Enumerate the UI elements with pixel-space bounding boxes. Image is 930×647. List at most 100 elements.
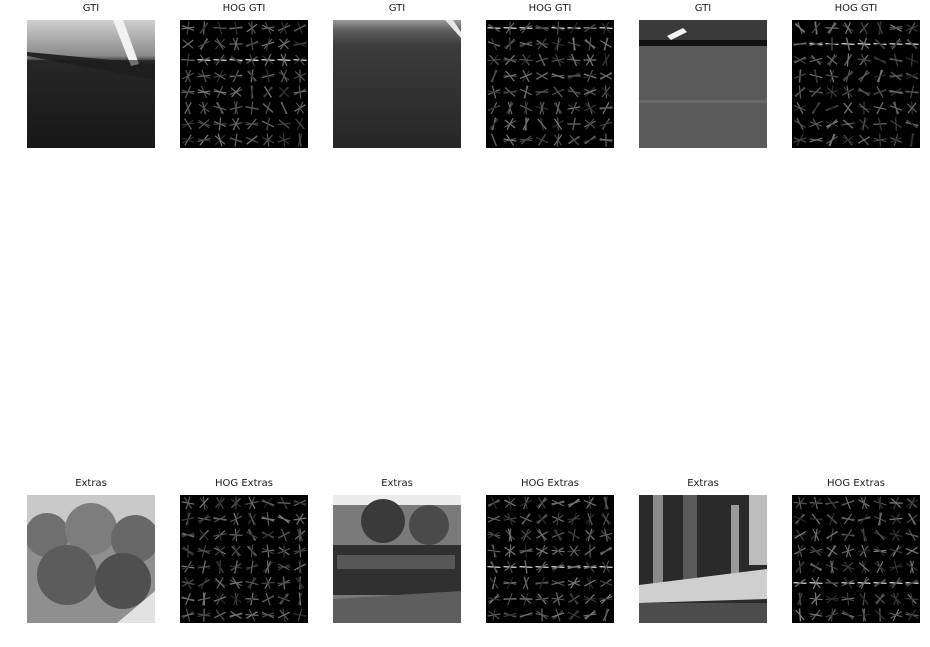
- hog-gradient-stroke: [583, 137, 597, 143]
- hog-gradient-stroke: [295, 118, 305, 130]
- hog-gradient-stroke: [907, 38, 917, 50]
- hog-gradient-stroke: [906, 579, 918, 587]
- hog-gradient-stroke: [232, 544, 240, 558]
- hog-gradient-stroke: [230, 498, 242, 508]
- hog-gradient-stroke: [266, 69, 270, 83]
- hog-gradient-stroke: [814, 69, 818, 83]
- hog-gradient-stroke: [519, 58, 533, 62]
- hog-gradient-stroke: [843, 513, 853, 525]
- panel-title: HOG Extras: [521, 478, 579, 489]
- panel-title: HOG GTI: [834, 3, 878, 14]
- hog-gradient-stroke: [508, 544, 512, 558]
- hog-gradient-stroke: [892, 513, 900, 525]
- hog-gradient-stroke: [293, 501, 307, 505]
- hog-gradient-stroke: [262, 595, 274, 603]
- hog-gradient-stroke: [294, 55, 306, 65]
- hog-gradient-stroke: [570, 53, 578, 67]
- hog-gradient-stroke: [507, 512, 513, 526]
- hog-gradient-stroke: [524, 101, 528, 115]
- hog-gradient-stroke: [250, 85, 254, 99]
- hog-gradient-stroke: [809, 518, 823, 520]
- hog-gradient-stroke: [278, 86, 290, 98]
- hog-gradient-stroke: [199, 102, 209, 114]
- hog-gradient-stroke: [877, 117, 883, 131]
- hog-gradient-stroke: [879, 608, 881, 622]
- hog-gradient-stroke: [585, 102, 595, 114]
- hog-gradient-stroke: [825, 104, 839, 112]
- hog-gradient-stroke: [858, 39, 870, 49]
- hog-gradient-stroke: [524, 496, 528, 510]
- hog-gradient-stroke: [262, 103, 274, 113]
- hog-gradient-stroke: [845, 496, 851, 510]
- hog-gradient-stroke: [906, 546, 918, 556]
- hog-gradient-stroke: [794, 119, 806, 129]
- hog-gradient-stroke: [569, 545, 579, 557]
- hog-gradient-stroke: [519, 612, 533, 618]
- hog-gradient-stroke: [826, 55, 838, 65]
- hog-gradient-stroke: [281, 69, 287, 83]
- hog-gradient-stroke: [213, 105, 227, 111]
- hog-gradient-stroke: [905, 532, 919, 538]
- hog-gradient-stroke: [603, 37, 609, 51]
- hog-gradient-stroke: [249, 53, 255, 67]
- hog-gradient-stroke: [539, 101, 545, 115]
- hog-gradient-stroke: [277, 502, 291, 504]
- hog-gradient-stroke: [860, 497, 868, 509]
- hog-gradient-stroke: [890, 611, 902, 619]
- hog-gradient-stroke: [213, 90, 227, 94]
- hog-gradient-stroke: [826, 87, 838, 97]
- hog-gradient-stroke: [522, 528, 530, 542]
- hog-gradient-stroke: [490, 69, 498, 83]
- hog-gradient-stroke: [825, 581, 839, 585]
- hog-gradient-stroke: [873, 106, 887, 110]
- hog-gradient-stroke: [536, 531, 548, 539]
- hog-gradient-stroke: [262, 531, 274, 539]
- hog-gradient-stroke: [843, 102, 853, 114]
- hog-gradient-stroke: [505, 22, 515, 34]
- hog-gradient-stroke: [198, 513, 210, 525]
- hog-gradient-stroke: [200, 577, 208, 589]
- hog-gradient-stroke: [889, 105, 903, 111]
- hog-gradient-stroke: [265, 117, 271, 131]
- hog-gradient-stroke: [199, 529, 209, 541]
- hog-gradient-stroke: [862, 117, 866, 131]
- hog-gradient-stroke: [826, 531, 838, 539]
- hog-gradient-stroke: [218, 528, 222, 542]
- hog-gradient-stroke: [278, 119, 290, 129]
- hog-gradient-stroke: [296, 528, 304, 542]
- hog-gradient-stroke: [503, 598, 517, 600]
- hog-gradient-stroke: [504, 120, 516, 128]
- hog-gradient-stroke: [277, 611, 291, 619]
- hog-gradient-stroke: [491, 133, 497, 147]
- hog-gradient-stroke: [584, 546, 596, 556]
- hog-gradient-stroke: [909, 85, 915, 99]
- hog-gradient-stroke: [519, 24, 533, 32]
- hog-gradient-stroke: [181, 613, 195, 617]
- hog-gradient-stroke: [860, 53, 868, 67]
- hog-gradient-stroke: [809, 597, 823, 601]
- hog-gradient-stroke: [522, 513, 530, 525]
- hog-gradient-stroke: [890, 119, 902, 129]
- hog-gradient-stroke: [889, 136, 903, 144]
- hog-gradient-stroke: [827, 513, 837, 525]
- extras-sample-image: [639, 495, 767, 623]
- panel-title: HOG Extras: [215, 478, 273, 489]
- hog-gradient-stroke: [249, 512, 255, 526]
- hog-gradient-stroke: [857, 550, 871, 552]
- panel-title: HOG Extras: [827, 478, 885, 489]
- hog-gradient-stroke: [889, 58, 903, 62]
- hog-gradient-stroke: [795, 22, 805, 34]
- hog-gradient-stroke: [519, 88, 533, 96]
- hog-gradient-stroke: [877, 21, 883, 35]
- hog-gradient-stroke: [858, 136, 870, 144]
- hog-gradient-stroke: [538, 134, 546, 146]
- hog-gradient-stroke: [809, 120, 823, 128]
- hog-gradient-stroke: [234, 21, 238, 35]
- hog-gradient-stroke: [841, 596, 855, 602]
- hog-gradient-stroke: [861, 608, 867, 622]
- hog-gradient-stroke: [197, 597, 211, 601]
- hog-gradient-stroke: [860, 528, 868, 542]
- hog-gradient-stroke: [858, 578, 870, 588]
- hog-gradient-stroke: [293, 24, 307, 32]
- hog-gradient-stroke: [843, 86, 853, 98]
